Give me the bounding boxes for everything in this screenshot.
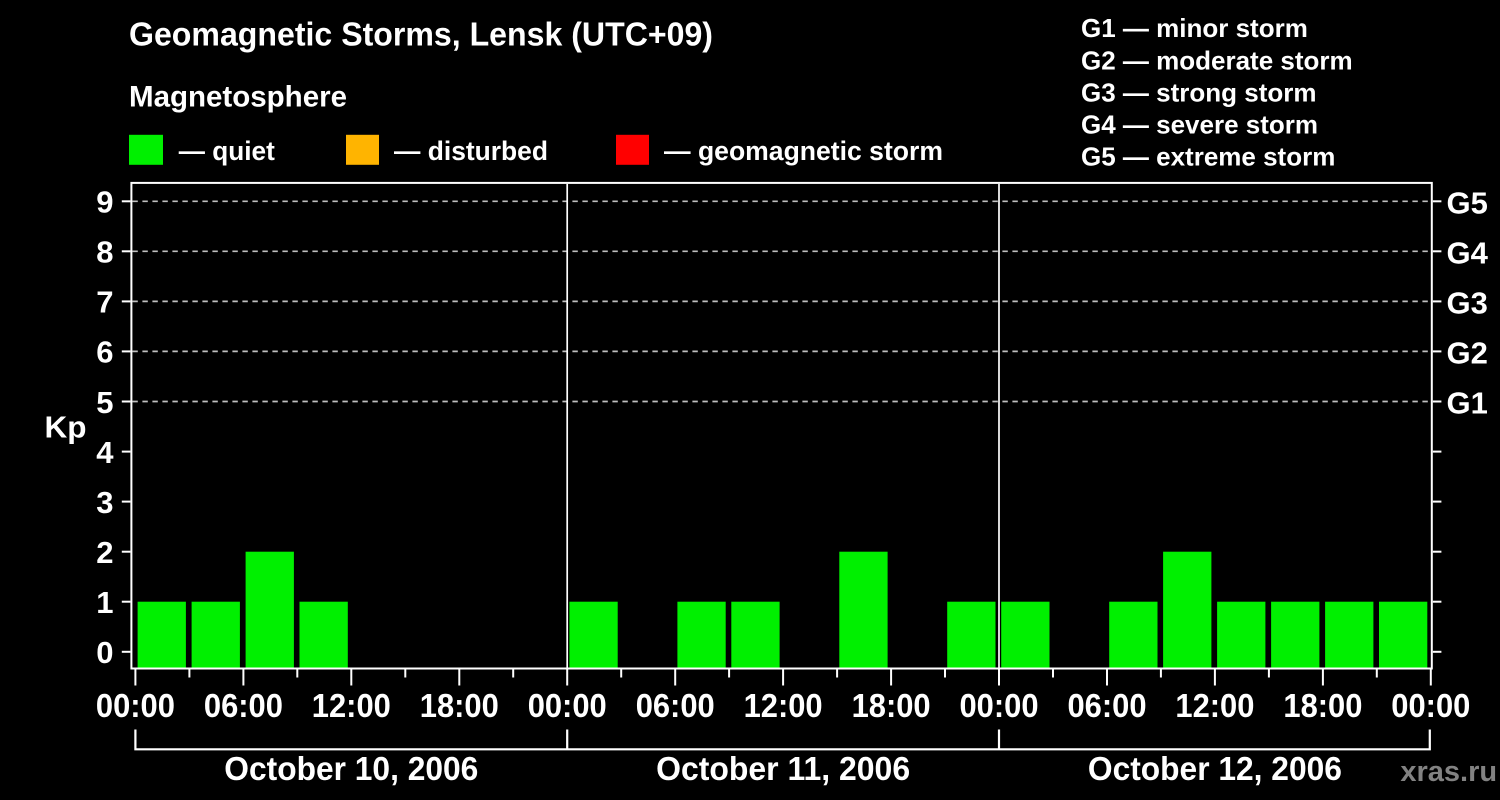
svg-text:G2: G2 <box>1447 335 1488 370</box>
svg-text:06:00: 06:00 <box>204 687 283 724</box>
svg-text:12:00: 12:00 <box>744 687 823 724</box>
svg-text:Magnetosphere: Magnetosphere <box>129 80 347 113</box>
svg-text:October 10, 2006: October 10, 2006 <box>224 750 478 787</box>
svg-text:G1: G1 <box>1447 386 1488 421</box>
svg-text:18:00: 18:00 <box>420 687 499 724</box>
svg-text:1: 1 <box>96 585 113 620</box>
svg-text:October 11, 2006: October 11, 2006 <box>656 750 910 787</box>
svg-text:— geomagnetic storm: — geomagnetic storm <box>664 136 943 166</box>
svg-text:18:00: 18:00 <box>1283 687 1362 724</box>
svg-text:6: 6 <box>96 335 113 370</box>
svg-text:12:00: 12:00 <box>312 687 391 724</box>
svg-text:18:00: 18:00 <box>852 687 931 724</box>
svg-text:12:00: 12:00 <box>1175 687 1254 724</box>
svg-text:G4: G4 <box>1447 235 1489 270</box>
svg-text:Kp: Kp <box>45 410 87 445</box>
svg-text:— quiet: — quiet <box>179 136 275 166</box>
svg-text:4: 4 <box>96 435 114 470</box>
svg-text:G3 — strong storm: G3 — strong storm <box>1081 77 1316 107</box>
svg-text:9: 9 <box>96 185 113 220</box>
svg-text:G5: G5 <box>1447 185 1488 220</box>
svg-text:00:00: 00:00 <box>528 687 607 724</box>
svg-text:G3: G3 <box>1447 285 1488 320</box>
svg-text:xras.ru: xras.ru <box>1400 756 1497 788</box>
svg-text:October 12, 2006: October 12, 2006 <box>1088 750 1342 787</box>
svg-text:06:00: 06:00 <box>636 687 715 724</box>
svg-text:00:00: 00:00 <box>1391 687 1470 724</box>
svg-text:2: 2 <box>96 535 113 570</box>
svg-text:00:00: 00:00 <box>960 687 1039 724</box>
svg-text:06:00: 06:00 <box>1068 687 1147 724</box>
svg-text:Geomagnetic Storms, Lensk (UTC: Geomagnetic Storms, Lensk (UTC+09) <box>129 16 713 53</box>
svg-text:3: 3 <box>96 485 113 520</box>
svg-text:5: 5 <box>96 385 113 420</box>
svg-text:G2 — moderate storm: G2 — moderate storm <box>1081 45 1353 75</box>
svg-text:G1 — minor storm: G1 — minor storm <box>1081 13 1308 43</box>
svg-text:0: 0 <box>96 635 113 670</box>
svg-text:00:00: 00:00 <box>96 687 175 724</box>
svg-text:G4 — severe storm: G4 — severe storm <box>1081 110 1318 140</box>
svg-text:7: 7 <box>96 285 113 320</box>
svg-text:— disturbed: — disturbed <box>394 136 548 166</box>
svg-text:G5 — extreme storm: G5 — extreme storm <box>1081 142 1335 172</box>
svg-text:8: 8 <box>96 235 113 270</box>
